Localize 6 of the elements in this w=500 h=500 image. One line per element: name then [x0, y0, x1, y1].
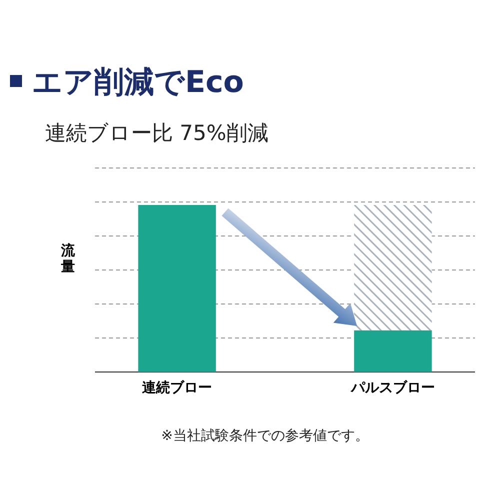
x-tick-label: 連続ブロー — [141, 379, 212, 396]
text: ※当社試験条件での参考値です。 — [161, 428, 369, 444]
chart-title: エア削減でEco — [32, 65, 244, 100]
chart-subtitle: 連続ブロー比 75%削減 — [45, 121, 268, 145]
y-axis-title: 流量 — [60, 242, 76, 275]
x-tick-label: パルスブロー — [350, 379, 435, 396]
